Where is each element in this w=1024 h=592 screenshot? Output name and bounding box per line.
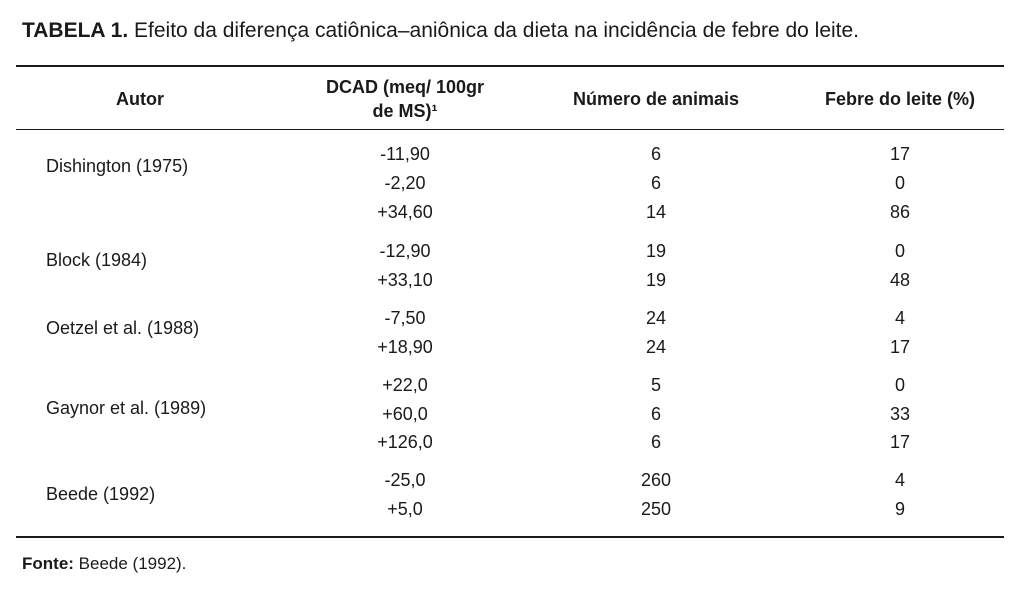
dcad-cell: +33,10 xyxy=(377,270,433,290)
animals-cell: 250 xyxy=(640,499,672,519)
table-caption: TABELA 1. Efeito da diferença catiônica–… xyxy=(22,14,859,48)
dcad-cell: -7,50 xyxy=(384,308,426,328)
footer-text: Beede (1992). xyxy=(73,554,187,573)
header-animals: Número de animais xyxy=(572,89,740,109)
dcad-cell: +34,60 xyxy=(377,202,433,222)
header-bottom-rule xyxy=(16,129,1004,130)
table-footer: Fonte: Beede (1992). xyxy=(22,552,186,576)
author-cell: Dishington (1975) xyxy=(46,156,189,176)
author-cell: Block (1984) xyxy=(46,250,148,270)
animals-cell: 24 xyxy=(645,337,667,357)
dcad-cell: +126,0 xyxy=(377,432,433,452)
animals-cell: 19 xyxy=(645,270,667,290)
header-dcad-line2: de MS)¹ xyxy=(372,101,438,121)
animals-cell: 260 xyxy=(640,470,672,490)
table-top-rule xyxy=(16,65,1004,67)
animals-cell: 6 xyxy=(650,432,661,452)
dcad-cell: +18,90 xyxy=(377,337,433,357)
fever-cell: 17 xyxy=(889,144,911,164)
fever-cell: 48 xyxy=(889,270,911,290)
fever-cell: 4 xyxy=(894,470,905,490)
header-author: Autor xyxy=(116,89,164,109)
author-cell: Gaynor et al. (1989) xyxy=(46,398,207,418)
animals-cell: 14 xyxy=(645,202,667,222)
fever-cell: 9 xyxy=(894,499,905,519)
dcad-cell: +22,0 xyxy=(382,375,428,395)
header-fever: Febre do leite (%) xyxy=(824,89,976,109)
dcad-cell: +5,0 xyxy=(387,499,423,519)
caption-label: TABELA 1. xyxy=(22,19,129,42)
author-cell: Beede (1992) xyxy=(46,484,156,504)
animals-cell: 19 xyxy=(645,241,667,261)
table-bottom-rule xyxy=(16,536,1004,538)
author-cell: Oetzel et al. (1988) xyxy=(46,318,200,338)
animals-cell: 5 xyxy=(650,375,661,395)
animals-cell: 6 xyxy=(650,404,661,424)
dcad-cell: -2,20 xyxy=(384,173,426,193)
fever-cell: 33 xyxy=(889,404,911,424)
header-dcad: DCAD (meq/ 100gr de MS)¹ xyxy=(300,75,510,123)
dcad-cell: -11,90 xyxy=(380,144,430,164)
fever-cell: 0 xyxy=(894,241,905,261)
fever-cell: 0 xyxy=(894,173,905,193)
fever-cell: 86 xyxy=(889,202,911,222)
dcad-cell: -25,0 xyxy=(384,470,426,490)
caption-text: Efeito da diferença catiônica–aniônica d… xyxy=(128,19,860,42)
footer-label: Fonte: xyxy=(22,554,74,573)
fever-cell: 0 xyxy=(894,375,905,395)
animals-cell: 6 xyxy=(650,144,661,164)
dcad-cell: -12,90 xyxy=(379,241,431,261)
fever-cell: 17 xyxy=(889,432,911,452)
animals-cell: 6 xyxy=(650,173,661,193)
animals-cell: 24 xyxy=(645,308,667,328)
fever-cell: 17 xyxy=(889,337,911,357)
dcad-cell: +60,0 xyxy=(382,404,428,424)
header-dcad-line1: DCAD (meq/ 100gr xyxy=(325,77,485,97)
fever-cell: 4 xyxy=(894,308,905,328)
